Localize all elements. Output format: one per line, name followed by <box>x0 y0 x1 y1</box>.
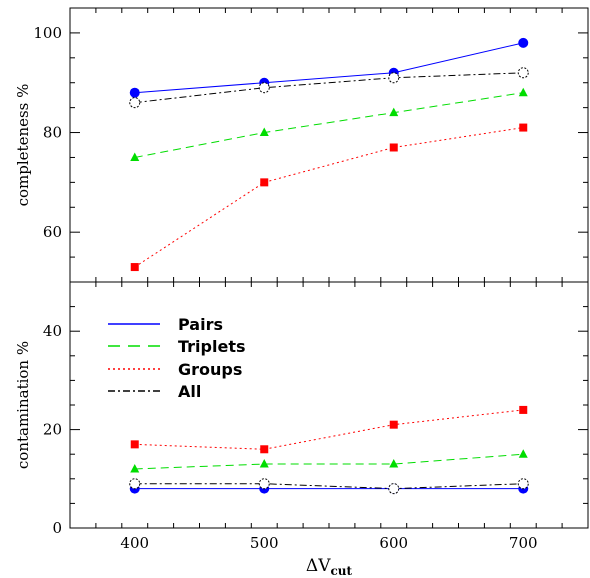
contamination-all-point <box>388 483 400 495</box>
contamination-y-tick-label: 40 <box>43 322 62 340</box>
contamination-groups-line <box>134 409 524 450</box>
completeness-y-tick-label: 60 <box>43 223 62 241</box>
completeness-triplets-point <box>518 87 528 97</box>
contamination-all-point <box>258 478 270 490</box>
completeness-triplets-point <box>259 127 269 137</box>
x-tick-label: 500 <box>250 534 279 552</box>
x-axis-label-main: ΔV <box>306 556 331 576</box>
contamination-panel: 0 20 40 400 500 600 700 contamination % Pairs T… <box>14 281 589 552</box>
completeness-axis-label: completeness % <box>14 84 32 207</box>
legend-groups-label: Groups <box>178 360 242 379</box>
completeness-triplets-point <box>130 152 140 161</box>
completeness-triplets-point <box>389 107 399 117</box>
contamination-groups-point <box>260 445 269 454</box>
completeness-groups-point <box>260 178 269 187</box>
completeness-groups-point <box>389 143 398 152</box>
contamination-triplets-line <box>134 453 524 470</box>
completeness-all-point <box>517 67 529 79</box>
completeness-panel: 60 80 100 completeness % <box>14 7 589 283</box>
contamination-all-line <box>134 483 524 490</box>
completeness-groups-point <box>519 123 528 132</box>
x-tick-label: 400 <box>120 534 149 552</box>
contamination-triplets-point <box>259 459 269 468</box>
x-axis-label-subscript: cut <box>330 564 352 578</box>
contamination-axis-ticks: 0 20 40 400 500 600 700 <box>43 281 589 552</box>
completeness-pairs-line <box>134 42 524 94</box>
contamination-triplets-point <box>130 463 140 473</box>
contamination-y-tick-label: 20 <box>43 421 62 439</box>
completeness-groups-line <box>134 127 524 268</box>
x-tick-label: 600 <box>379 534 408 552</box>
completeness-y-tick-label: 80 <box>43 124 62 142</box>
completeness-all-point <box>258 82 270 94</box>
legend-pairs-label: Pairs <box>178 315 223 334</box>
completeness-axis-ticks: 60 80 100 <box>33 7 589 283</box>
completeness-all-point <box>129 97 141 109</box>
x-tick-label: 700 <box>509 534 538 552</box>
contamination-axis-label: contamination % <box>14 341 32 469</box>
contamination-groups-point <box>519 405 528 414</box>
contamination-triplets-point <box>389 459 399 468</box>
legend-all-label: All <box>178 382 201 401</box>
x-axis-label: ΔVcut <box>306 556 353 578</box>
contamination-series <box>129 405 529 495</box>
completeness-triplets-line <box>134 92 524 158</box>
contamination-groups-point <box>389 420 398 429</box>
contamination-all-point <box>129 478 141 490</box>
completeness-pairs-point <box>518 37 529 48</box>
completeness-all-line <box>134 72 524 104</box>
contamination-triplets-point <box>518 449 528 458</box>
legend: Pairs Triplets Groups All <box>108 315 246 401</box>
completeness-all-point <box>388 72 400 84</box>
contamination-all-point <box>517 478 529 490</box>
completeness-y-tick-label: 100 <box>33 24 62 42</box>
contamination-plot-frame <box>69 281 589 529</box>
contamination-y-tick-label: 0 <box>52 519 62 537</box>
contamination-groups-point <box>130 440 139 449</box>
completeness-plot-frame <box>69 7 589 283</box>
completeness-series <box>129 37 529 272</box>
legend-triplets-label: Triplets <box>178 337 246 356</box>
completeness-groups-point <box>130 263 139 272</box>
completeness-pairs-point <box>129 87 140 98</box>
